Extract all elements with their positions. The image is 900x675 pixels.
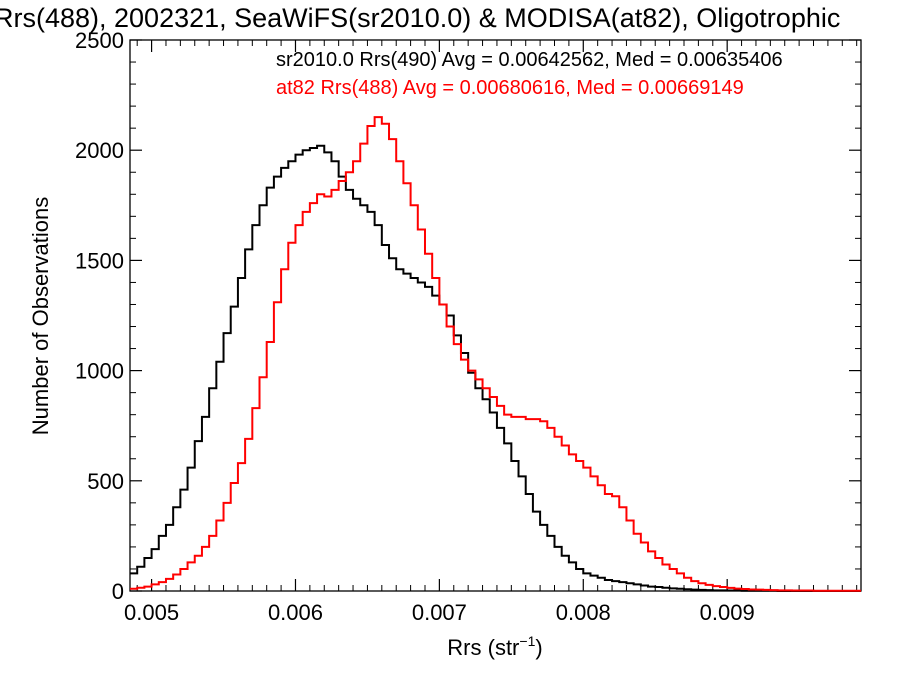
series-layer xyxy=(130,116,861,592)
x-axis: 0.005 0.006 0.007 0.008 0.009 xyxy=(124,40,858,625)
series-line-2 xyxy=(130,116,861,592)
y-axis-label: Number of Observations xyxy=(28,197,53,435)
legend-entry-1: sr2010.0 Rrs(490) Avg = 0.00642562, Med … xyxy=(276,49,783,71)
x-tick-label: 0.008 xyxy=(556,600,611,625)
x-axis-label-unit-exponent: −1 xyxy=(519,633,535,649)
legend: sr2010.0 Rrs(490) Avg = 0.00642562, Med … xyxy=(276,49,783,99)
y-tick-label: 1000 xyxy=(75,359,124,384)
x-tick-label: 0.009 xyxy=(700,600,755,625)
plot-frame xyxy=(129,39,862,592)
x-tick-label: 0.005 xyxy=(124,600,179,625)
x-axis-label-close: ) xyxy=(535,635,542,660)
y-tick-label: 2000 xyxy=(75,138,124,163)
x-axis-label-text: Rrs (str xyxy=(447,635,519,660)
x-axis-label: Rrs (str−1) xyxy=(447,633,542,660)
series-line-1 xyxy=(130,144,861,592)
y-tick-label: 2500 xyxy=(75,28,124,53)
x-tick-label: 0.007 xyxy=(412,600,467,625)
legend-entry-2: at82 Rrs(488) Avg = 0.00680616, Med = 0.… xyxy=(276,77,744,99)
y-axis: 0 500 1000 1500 2000 2500 xyxy=(75,28,861,604)
chart-title: Rrs(488), 2002321, SeaWiFS(sr2010.0) & M… xyxy=(0,3,840,33)
y-tick-label: 500 xyxy=(87,469,124,494)
y-tick-label: 0 xyxy=(112,579,124,604)
y-tick-label: 1500 xyxy=(75,248,124,273)
x-tick-label: 0.006 xyxy=(268,600,323,625)
